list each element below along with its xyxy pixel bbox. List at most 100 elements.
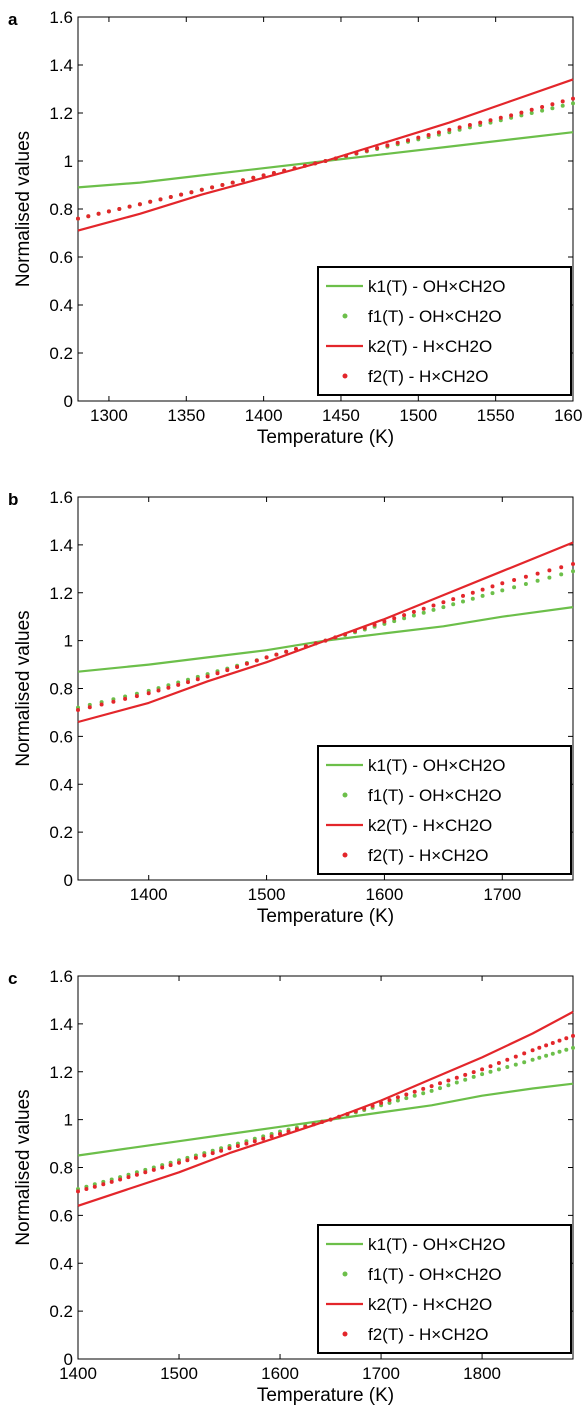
y-tick-label: 0.2 [49, 1302, 73, 1321]
series-dot [560, 99, 565, 104]
series-dot [431, 603, 436, 608]
legend-box [317, 1224, 572, 1354]
series-line [77, 541, 574, 724]
series-dot [179, 192, 184, 197]
series-dot [392, 616, 397, 621]
series-dot [151, 1167, 156, 1172]
series-dot [264, 655, 269, 660]
x-tick-label: 1600 [554, 406, 582, 425]
series-dot [480, 1072, 485, 1077]
series-dot [467, 123, 472, 127]
series-dot [109, 1179, 114, 1184]
series-dot [210, 1151, 215, 1156]
series-dot [550, 1041, 555, 1045]
legend: k1(T) - OH×CH2O f1(T) - OH×CH2O k2(T) - H×… [317, 1224, 572, 1354]
x-tick-label: 1450 [322, 406, 360, 425]
series-dot [480, 1067, 485, 1072]
series-dot [426, 133, 431, 137]
series-dot [411, 609, 416, 614]
series-dot [395, 140, 400, 145]
y-tick-label: 0.2 [49, 344, 73, 363]
series-dot [156, 688, 161, 693]
series-dot [177, 1160, 181, 1165]
series-dot [550, 1051, 555, 1056]
series-dot [382, 619, 387, 624]
series-dot [345, 1112, 350, 1116]
series-dot [488, 1069, 493, 1074]
legend-label: k1(T) - OH×CH2O [368, 277, 505, 296]
series-dot [421, 606, 426, 611]
series-dot [244, 1141, 249, 1146]
legend-dot-marker [342, 313, 348, 319]
series-dot [513, 1054, 518, 1059]
series-dot [454, 1080, 459, 1085]
series-dot [251, 175, 256, 180]
series-dot [225, 668, 230, 673]
x-tick-label: 1500 [399, 406, 437, 425]
series-dot [571, 569, 575, 574]
series-dot [294, 647, 298, 651]
y-tick-label: 0.8 [49, 680, 73, 699]
series-dot [76, 708, 80, 712]
series-dot [254, 658, 259, 663]
series-dot [86, 214, 91, 219]
y-tick-label: 0 [64, 1350, 73, 1369]
y-axis-label: Normalised values [13, 131, 34, 287]
series-dot [498, 115, 503, 120]
x-axis-label: Temperature (K) [257, 427, 394, 448]
series-dot [333, 635, 338, 640]
series-dot [488, 1064, 493, 1069]
series-dot [544, 1043, 549, 1048]
series-dot [137, 202, 142, 207]
series-dot [271, 171, 276, 175]
y-tick-label: 1.6 [49, 8, 73, 27]
series-dot [446, 1078, 451, 1083]
series-dot [500, 581, 505, 586]
series-dot [278, 1132, 282, 1136]
series-dot [387, 1100, 392, 1105]
series-dot [421, 1091, 426, 1096]
series-dot [523, 574, 528, 579]
series-dot [438, 1081, 442, 1086]
series-dot [500, 588, 505, 593]
series-dot [118, 1177, 123, 1182]
y-tick-label: 0 [64, 392, 73, 411]
series-dot [353, 1109, 358, 1114]
series-dot [292, 166, 297, 171]
series-dot [284, 649, 289, 654]
x-tick-label: 1550 [477, 406, 515, 425]
series-dot [537, 1045, 542, 1050]
series-dot [463, 1072, 468, 1077]
series-dot [76, 1189, 80, 1194]
series-dot [395, 1095, 400, 1100]
series-dot [470, 596, 475, 601]
series-dot [509, 113, 514, 118]
legend-label: k1(T) - OH×CH2O [368, 756, 505, 775]
legend-dot-marker [342, 792, 348, 798]
series-dot [215, 671, 220, 676]
series-dot [560, 103, 565, 108]
series-dot [512, 585, 517, 590]
legend-dot-marker [342, 373, 348, 379]
series-dot [421, 1086, 426, 1091]
series-dot [354, 151, 359, 156]
series-dot [547, 575, 552, 580]
y-tick-label: 0.8 [49, 1159, 73, 1178]
series-dot [544, 1053, 549, 1058]
series-dot [496, 1061, 501, 1065]
y-tick-label: 0.6 [49, 248, 73, 267]
series-dot [559, 572, 564, 577]
chart-panel-a: a 0 0.2 0.4 0.6 0.8 1 1.2 1.4 1.6 1300 1350 1400 1450… [8, 8, 582, 448]
legend-dot-marker [342, 1271, 348, 1277]
series-dot [505, 1057, 510, 1062]
legend-dot-marker [342, 1331, 348, 1337]
series-dot [176, 682, 181, 687]
x-tick-label: 1350 [167, 406, 205, 425]
y-tick-label: 1.4 [49, 536, 73, 555]
y-axis-label: Normalised values [13, 1089, 34, 1245]
series-dot [311, 1122, 316, 1127]
series-dot [148, 199, 153, 204]
x-tick-label: 1700 [483, 885, 521, 904]
chart-panel-c: c 0 0.2 0.4 0.6 0.8 1 1.2 1.4 1.6 1400 1500 1600 1700… [8, 967, 575, 1406]
